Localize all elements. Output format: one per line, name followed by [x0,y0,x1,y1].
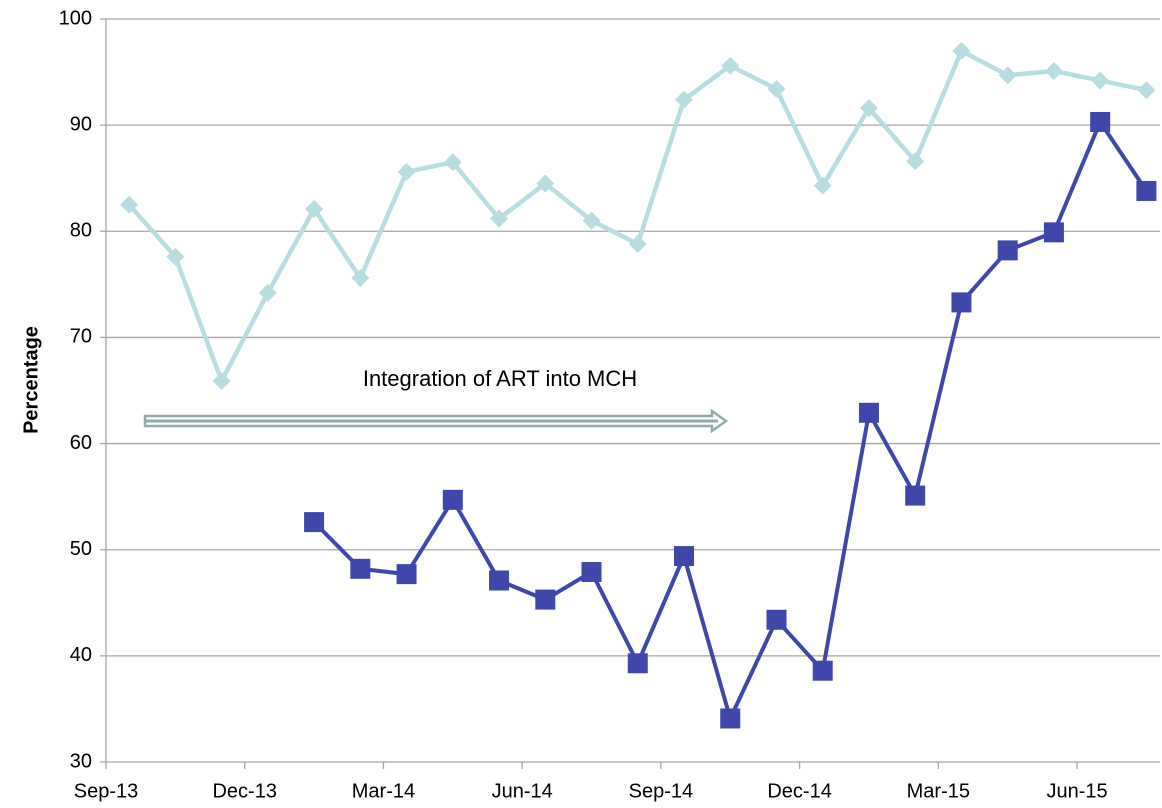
marker [305,199,324,218]
x-tick-label: Mar-15 [907,780,970,802]
marker [628,235,647,254]
marker [397,162,416,181]
marker [767,80,786,99]
x-tick-label: Mar-14 [352,780,415,802]
x-tick-label: Jun-14 [492,780,553,802]
marker [396,564,417,585]
marker [582,211,601,230]
y-tick-label: 60 [70,432,92,454]
y-axis-label: Percentage [20,326,42,434]
marker [812,660,833,681]
marker [1136,180,1157,201]
x-tick-label: Jun-15 [1046,780,1107,802]
marker [351,268,370,287]
x-tick-label: Dec-13 [212,780,276,802]
marker [442,489,463,510]
marker [490,209,509,228]
marker [443,153,462,172]
marker [1090,111,1111,132]
marker [813,176,832,195]
marker [675,90,693,109]
y-tick-label: 100 [59,7,92,29]
y-tick-label: 40 [70,644,92,666]
marker [1137,81,1156,100]
marker [1043,222,1064,243]
marker [627,653,648,674]
marker [258,283,277,302]
y-tick-label: 50 [70,538,92,560]
marker [858,402,879,423]
marker [166,247,185,266]
marker [536,174,555,193]
marker [304,512,325,533]
marker [906,152,925,171]
annotation-arrow [143,408,729,434]
x-tick-label: Sep-13 [74,780,139,802]
marker [674,546,694,567]
marker [212,371,231,390]
marker [766,609,787,630]
marker [1091,71,1110,90]
y-tick-label: 30 [70,750,92,772]
marker [997,240,1018,261]
x-tick-label: Sep-14 [629,780,694,802]
marker [535,589,556,610]
marker [350,558,371,579]
marker [859,99,878,118]
marker [489,570,510,591]
x-tick-label: Dec-14 [767,780,831,802]
y-tick-label: 90 [70,113,92,135]
marker [905,485,926,506]
marker [951,292,972,313]
series-line [127,48,1147,384]
marker [720,708,741,729]
annotation: Integration of ART into MCH [363,366,637,391]
y-tick-label: 70 [70,326,92,348]
marker [581,562,602,583]
marker [120,195,139,214]
y-tick-label: 80 [70,220,92,242]
marker [721,56,740,75]
marker [1044,62,1063,81]
marker [952,41,971,60]
marker [998,66,1017,85]
